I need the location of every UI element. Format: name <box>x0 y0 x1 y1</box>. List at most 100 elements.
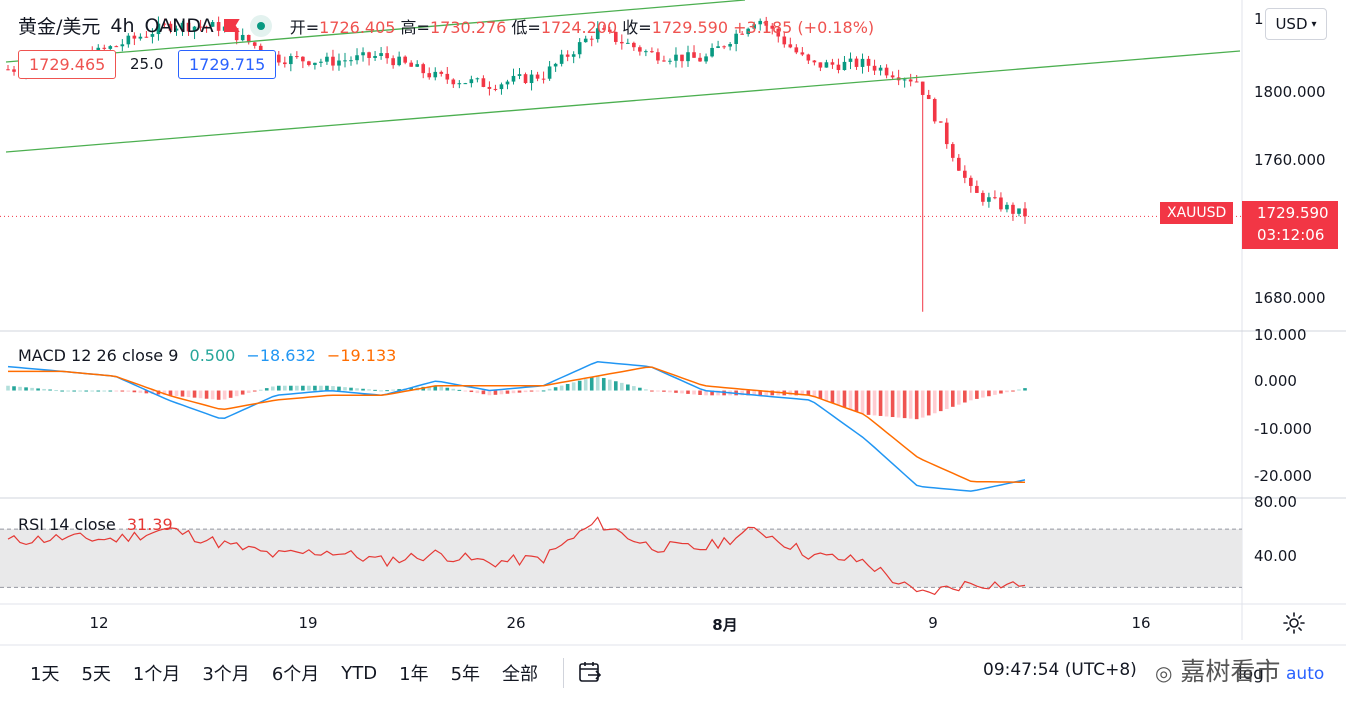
macd-histogram-bar <box>854 390 859 412</box>
log-scale-toggle[interactable]: log <box>1238 664 1264 684</box>
macd-histogram-bar <box>1011 390 1015 392</box>
macd-histogram-bar <box>824 390 829 401</box>
macd-title[interactable]: MACD 12 26 close 9 <box>18 346 179 365</box>
range-5y[interactable]: 5年 <box>450 664 481 685</box>
settings-gear-icon[interactable] <box>1282 611 1306 635</box>
candle-body <box>782 36 787 45</box>
range-1d[interactable]: 1天 <box>30 664 60 685</box>
candle-body <box>975 185 979 193</box>
macd-histogram-bar <box>391 389 395 391</box>
macd-histogram-bar <box>981 390 985 398</box>
rsi-line <box>7 516 1026 596</box>
rsi-title[interactable]: RSI 14 close <box>18 515 116 534</box>
time-axis-label: 9 <box>928 614 938 632</box>
macd-histogram-bar <box>830 390 835 404</box>
macd-histogram-bar <box>926 390 931 416</box>
macd-histogram-bar <box>258 389 263 391</box>
candle-body <box>6 69 10 71</box>
chevron-down-icon: ▾ <box>1311 18 1317 30</box>
macd-histogram-bar <box>716 390 720 396</box>
spread-value: 25.0 <box>130 55 164 73</box>
ask-price-box[interactable]: 1729.715 <box>178 50 277 79</box>
candle-body <box>788 44 793 48</box>
interval-label[interactable]: 4h <box>110 14 135 37</box>
macd-histogram-bar <box>752 390 757 396</box>
macd-histogram-bar <box>950 390 955 407</box>
candle-body <box>535 74 540 79</box>
candle-body <box>295 56 299 58</box>
candle-body <box>451 79 456 85</box>
macd-histogram-bar <box>794 390 799 396</box>
macd-histogram-bar <box>535 390 540 392</box>
candle-body <box>704 56 708 62</box>
flag-icon[interactable] <box>223 19 240 32</box>
last-price-tag: 1729.590 03:12:06 <box>1242 201 1338 249</box>
macd-histogram-bar <box>993 390 997 395</box>
macd-histogram-bar <box>307 385 311 391</box>
macd-histogram-bar <box>607 379 612 391</box>
candle-body <box>692 52 696 58</box>
range-5d[interactable]: 5天 <box>81 664 111 685</box>
range-6m[interactable]: 6个月 <box>271 664 320 685</box>
macd-histogram-bar <box>806 390 811 396</box>
macd-histogram-bar <box>1005 390 1009 393</box>
candle-body <box>613 31 618 42</box>
candle-body <box>547 66 552 79</box>
macd-histogram-bar <box>686 390 690 394</box>
candle-body <box>620 41 624 44</box>
bar-countdown: 03:12:06 <box>1257 226 1325 244</box>
range-3m[interactable]: 3个月 <box>202 664 250 685</box>
toolbar-divider <box>563 658 565 688</box>
last-price-value: 1729.590 <box>1257 204 1329 222</box>
candle-body <box>987 197 991 202</box>
candle-body <box>656 52 660 61</box>
range-ytd[interactable]: YTD <box>341 662 378 684</box>
market-status-icon[interactable] <box>249 14 272 37</box>
macd-histogram-bar <box>463 390 468 392</box>
range-1m[interactable]: 1个月 <box>132 664 181 685</box>
macd-histogram-bar <box>216 390 221 400</box>
macd-histogram-bar <box>90 390 95 392</box>
macd-histogram-bar <box>969 390 973 401</box>
candle-body <box>301 56 305 62</box>
macd-histogram-bar <box>740 390 744 396</box>
macd-histogram-bar <box>337 386 341 391</box>
ohlc-values: 开=1726.405 高=1730.276 低=1724.200 收=1729.… <box>290 14 874 38</box>
macd-histogram-bar <box>668 390 672 393</box>
macd-histogram-bar <box>517 390 522 393</box>
candle-body <box>487 86 492 89</box>
range-all[interactable]: 全部 <box>502 664 539 685</box>
macd-histogram-bar <box>445 387 450 391</box>
candle-body <box>866 58 871 66</box>
macd-axis-label: -20.000 <box>1254 467 1312 485</box>
range-1y[interactable]: 1年 <box>399 664 429 685</box>
macd-histogram-bar <box>325 385 329 391</box>
candle-body <box>770 25 775 29</box>
candle-body <box>993 197 997 199</box>
candle-body <box>541 78 546 80</box>
macd-histogram-bar <box>60 390 64 392</box>
symbol-price-tag: XAUUSD <box>1160 202 1234 224</box>
candle-body <box>415 64 420 67</box>
macd-histogram-bar <box>36 388 40 391</box>
goto-date-icon[interactable] <box>578 661 604 685</box>
macd-line-value: −18.632 <box>246 346 316 365</box>
macd-histogram-bar <box>878 390 883 416</box>
candle-body <box>108 46 113 49</box>
macd-histogram-bar <box>505 390 510 394</box>
auto-scale-toggle[interactable]: auto <box>1286 664 1325 684</box>
rsi-axis-label: 80.00 <box>1254 493 1297 511</box>
macd-histogram-bar <box>662 390 666 392</box>
macd-histogram-bar <box>890 390 895 418</box>
clock-timezone[interactable]: 09:47:54 (UTC+8) <box>983 660 1137 680</box>
candle-body <box>565 54 570 57</box>
currency-select[interactable]: USD ▾ <box>1265 8 1327 40</box>
candle-body <box>505 81 510 85</box>
macd-histogram-bar <box>487 390 492 396</box>
symbol-name[interactable]: 黄金/美元 <box>18 16 101 38</box>
macd-legend: MACD 12 26 close 9 0.500 −18.632 −19.133 <box>18 346 396 365</box>
candle-body <box>950 144 955 158</box>
candle-body <box>674 54 678 61</box>
bid-price-box[interactable]: 1729.465 <box>18 50 117 79</box>
